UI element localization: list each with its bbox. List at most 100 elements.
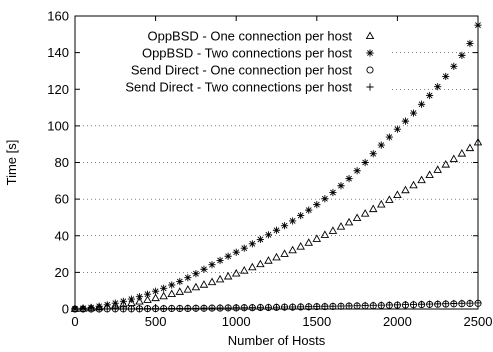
data-point — [152, 287, 160, 295]
data-point — [450, 62, 458, 70]
data-point — [401, 301, 410, 309]
data-point — [264, 231, 273, 239]
data-point — [240, 244, 248, 252]
data-point — [409, 300, 418, 309]
data-point — [272, 252, 281, 261]
data-point — [417, 175, 426, 184]
data-point — [426, 300, 434, 308]
data-point — [192, 270, 200, 278]
data-point — [344, 217, 354, 226]
data-point — [466, 39, 474, 48]
data-point — [184, 304, 192, 312]
data-point — [409, 109, 418, 117]
x-tick-label: 500 — [145, 314, 167, 329]
data-point — [385, 133, 393, 141]
series-triangle — [70, 137, 483, 312]
data-point — [377, 301, 385, 309]
data-point — [296, 242, 305, 250]
axis-ticks: 0 20 40 60 80 100 120 140 160 0 500 1000 1500 2000 250… — [47, 9, 492, 330]
data-point — [426, 91, 434, 100]
data-point — [208, 261, 216, 269]
data-point — [360, 209, 370, 217]
data-point — [183, 285, 193, 293]
data-point — [256, 259, 265, 268]
data-point — [401, 185, 410, 194]
y-tick-label: 60 — [55, 192, 69, 207]
y-tick-label: 80 — [55, 155, 69, 170]
data-point — [143, 290, 152, 298]
y-axis-title: Time [s] — [4, 140, 19, 186]
data-point — [143, 295, 152, 303]
data-point — [159, 291, 168, 300]
data-point — [441, 159, 451, 168]
series-star — [71, 21, 482, 313]
y-tick-label: 100 — [47, 118, 69, 133]
data-point — [409, 180, 418, 189]
data-point — [248, 303, 256, 312]
data-point — [368, 204, 378, 213]
x-tick-label: 2500 — [464, 314, 493, 329]
data-point — [442, 72, 450, 81]
data-point — [305, 206, 313, 214]
data-point — [127, 295, 136, 303]
data-point — [176, 304, 184, 313]
data-point — [200, 304, 208, 312]
data-point — [313, 201, 321, 209]
data-point — [216, 256, 224, 265]
data-point — [377, 141, 385, 149]
legend-marker — [366, 66, 374, 74]
data-point — [232, 248, 240, 256]
data-point — [369, 150, 377, 158]
data-point — [458, 299, 466, 307]
data-point — [184, 274, 192, 282]
data-point — [337, 182, 345, 190]
data-point — [377, 199, 386, 208]
data-point — [175, 287, 185, 295]
data-point — [264, 256, 273, 264]
data-point — [361, 301, 369, 310]
data-point — [231, 268, 241, 277]
data-point — [442, 300, 450, 308]
y-tick-label: 140 — [47, 45, 69, 60]
data-point — [160, 304, 168, 313]
data-point — [449, 154, 459, 163]
data-point — [272, 303, 281, 311]
data-point — [207, 277, 217, 286]
data-point — [248, 262, 257, 271]
data-point — [466, 299, 474, 307]
data-point — [135, 293, 144, 301]
data-point — [289, 217, 297, 225]
data-point — [215, 274, 225, 283]
data-point — [208, 304, 216, 312]
legend-marker — [366, 83, 374, 91]
data-point — [353, 302, 361, 310]
data-point — [135, 296, 144, 305]
legend-label: OppBSD - Two connections per host — [142, 46, 352, 61]
legend-marker — [366, 49, 374, 57]
data-point — [111, 299, 119, 307]
data-point — [224, 304, 232, 312]
x-tick-label: 0 — [71, 314, 78, 329]
legend: OppBSD - One connection per host OppBSD -… — [125, 29, 375, 95]
data-point — [361, 158, 369, 167]
data-point — [224, 252, 232, 260]
data-point — [280, 249, 289, 257]
data-point — [465, 143, 475, 152]
y-tick-label: 20 — [55, 265, 69, 280]
data-point — [272, 226, 281, 234]
data-point — [151, 293, 160, 302]
data-point — [353, 167, 361, 175]
data-point — [168, 281, 176, 289]
data-point — [312, 234, 322, 242]
data-point — [103, 301, 111, 309]
y-tick-label: 40 — [55, 228, 69, 243]
data-point — [216, 304, 224, 312]
data-point — [239, 266, 249, 274]
data-point — [450, 299, 458, 308]
x-tick-label: 1500 — [302, 314, 331, 329]
data-point — [119, 297, 127, 305]
data-point — [433, 165, 442, 173]
data-point — [458, 51, 466, 59]
data-point — [352, 213, 362, 222]
data-point — [417, 100, 426, 108]
